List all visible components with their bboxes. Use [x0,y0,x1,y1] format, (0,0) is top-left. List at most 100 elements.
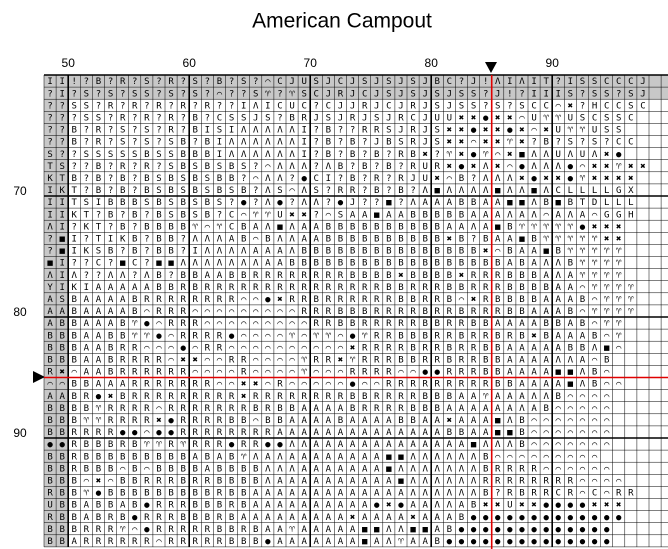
cell-symbol: K [47,174,53,184]
cell-symbol: B [193,174,198,184]
cell-symbol: Λ [556,355,562,365]
cell-symbol: ? [289,174,294,184]
cell-symbol: K [72,283,78,293]
cell-symbol: ■ [435,186,441,196]
cell-symbol: B [483,259,488,269]
cell-symbol: B [132,307,137,317]
cell-symbol: A [289,476,295,486]
cell-symbol: I [301,150,306,160]
cell-symbol: S [301,89,306,99]
cell-symbol: I [568,77,573,87]
cell-symbol: R [132,343,138,353]
cell-symbol: S [229,113,234,123]
cell-symbol: C [592,113,597,123]
cell-symbol: B [241,222,246,232]
cell-symbol: ? [132,271,137,281]
cell-symbol: ■ [277,222,283,232]
cell-symbol: ? [338,138,343,148]
cell-symbol: B [447,271,452,281]
cell-symbol: A [374,537,380,547]
cell-symbol: A [289,489,295,499]
cell-symbol: A [96,283,102,293]
cell-symbol: ⌒ [616,343,622,353]
cell-symbol: ● [556,501,562,511]
cell-symbol: R [277,271,283,281]
cell-symbol: H [592,101,597,111]
cell-symbol: Λ [265,186,271,196]
cell-symbol: R [205,525,211,535]
cell-symbol: J [374,89,379,99]
cell-symbol: B [374,259,379,269]
cell-symbol: R [374,355,380,365]
cell-symbol: A [205,464,211,474]
cell-symbol: B [96,174,101,184]
cell-symbol: ⌒ [616,476,622,486]
cell-symbol: A [350,428,356,438]
cell-symbol: B [120,319,125,329]
cell-symbol: I [301,126,306,136]
cell-symbol: ✖ [604,501,609,511]
cell-symbol: B [410,271,415,281]
cell-symbol: S [580,113,585,123]
cell-symbol: B [362,259,367,269]
cell-symbol: A [338,428,344,438]
cell-symbol: U [580,150,585,160]
cell-symbol: B [519,489,524,499]
cell-symbol: R [447,380,453,390]
cell-symbol: A [241,513,247,523]
cell-symbol: S [205,186,210,196]
cell-symbol: ■ [519,198,525,208]
cell-symbol: B [398,355,403,365]
cell-symbol: A [483,198,489,208]
cell-symbol: B [447,259,452,269]
cell-symbol: J [338,113,343,123]
cell-symbol: ? [374,198,379,208]
cell-symbol: ⌒ [531,416,537,426]
cell-symbol: B [447,428,452,438]
cell-symbol: B [362,392,367,402]
cell-symbol: B [543,198,548,208]
cell-symbol: Λ [519,186,525,196]
cell-symbol: Λ [72,271,78,281]
cell-symbol: B [495,259,500,269]
cell-symbol: B [483,234,488,244]
cell-symbol: B [72,489,77,499]
cell-symbol: ♈ [543,113,549,123]
cell-symbol: J [640,77,645,87]
cell-symbol: R [338,295,344,305]
cell-symbol: B [156,210,161,220]
cell-symbol: B [422,210,427,220]
cell-symbol: ⌒ [580,440,586,450]
cell-symbol: B [132,295,137,305]
cell-symbol: ⌒ [556,428,562,438]
cell-symbol: A [289,513,295,523]
cell-symbol: B [108,501,113,511]
cell-symbol: A [326,489,332,499]
cell-symbol: A [386,428,392,438]
cell-symbol: T [47,162,53,172]
cell-symbol: B [556,392,561,402]
cell-symbol: A [580,210,586,220]
cell-symbol: A [471,210,477,220]
cell-symbol: ⌒ [556,101,562,111]
cell-symbol: ⌒ [362,380,368,390]
cell-symbol: ■ [568,380,574,390]
cell-symbol: A [314,404,320,414]
cell-symbol: B [543,319,548,329]
cell-symbol: J [422,126,427,136]
cell-symbol: B [374,247,379,257]
cell-symbol: ⌒ [144,307,150,317]
cell-symbol: R [120,404,126,414]
cell-symbol: A [277,525,283,535]
cell-symbol: B [459,259,464,269]
cell-symbol: ⌒ [326,210,332,220]
cell-symbol: R [265,283,271,293]
cell-symbol: ♈ [580,247,586,257]
cell-symbol: ? [144,247,149,257]
cell-symbol: R [398,343,404,353]
cell-symbol: ? [156,162,161,172]
cell-symbol: R [168,404,174,414]
cell-symbol: B [205,198,210,208]
cell-symbol: ● [483,513,489,523]
cell-symbol: R [435,355,441,365]
